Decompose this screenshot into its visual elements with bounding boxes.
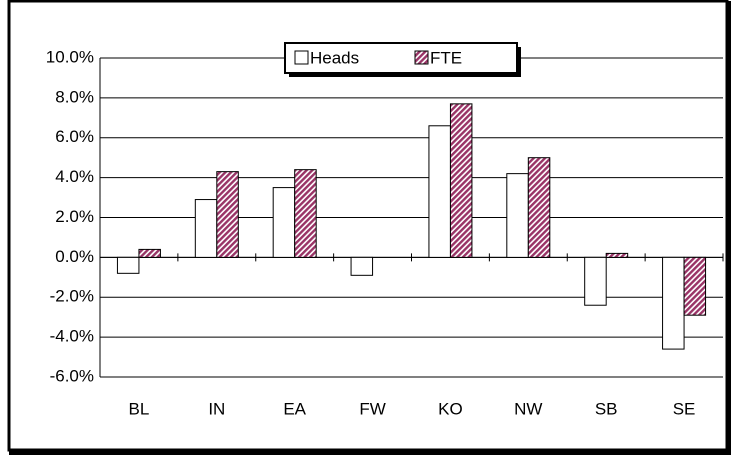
bar (584, 256, 607, 306)
x-tick-label: SE (673, 399, 696, 418)
bar (294, 169, 317, 258)
x-tick-label: BL (129, 399, 150, 418)
y-tick-label: 0.0% (55, 247, 94, 266)
bar (662, 256, 685, 350)
frame-shadow (9, 450, 730, 455)
bar (683, 256, 707, 316)
y-tick-label: -4.0% (50, 327, 94, 346)
y-tick-label: 6.0% (55, 127, 94, 146)
y-tick-label: 4.0% (55, 167, 94, 186)
bar (449, 103, 473, 258)
y-tick-label: 2.0% (55, 207, 94, 226)
legend-label: FTE (430, 48, 462, 67)
bar (216, 171, 239, 258)
x-tick-label: FW (359, 399, 385, 418)
bar (194, 199, 218, 258)
bar (350, 256, 374, 276)
bar (506, 173, 529, 258)
bar (527, 157, 551, 258)
legend-box (284, 42, 518, 74)
bar (428, 125, 451, 258)
legend-label: Heads (310, 48, 359, 67)
y-tick-label: 8.0% (55, 87, 94, 106)
x-tick-label: NW (514, 399, 542, 418)
bar (138, 248, 161, 258)
x-tick-label: SB (595, 399, 618, 418)
legend-swatch (294, 50, 309, 65)
x-tick-label: KO (438, 399, 463, 418)
bar (272, 187, 296, 258)
x-tick-label: IN (208, 399, 225, 418)
legend-swatch (414, 50, 429, 65)
y-tick-label: -2.0% (50, 287, 94, 306)
y-tick-label: -6.0% (50, 366, 94, 385)
frame-shadow (727, 1, 731, 455)
bar (605, 252, 629, 258)
bar (116, 256, 140, 274)
y-tick-label: 10.0% (46, 47, 94, 66)
x-tick-label: EA (283, 399, 306, 418)
